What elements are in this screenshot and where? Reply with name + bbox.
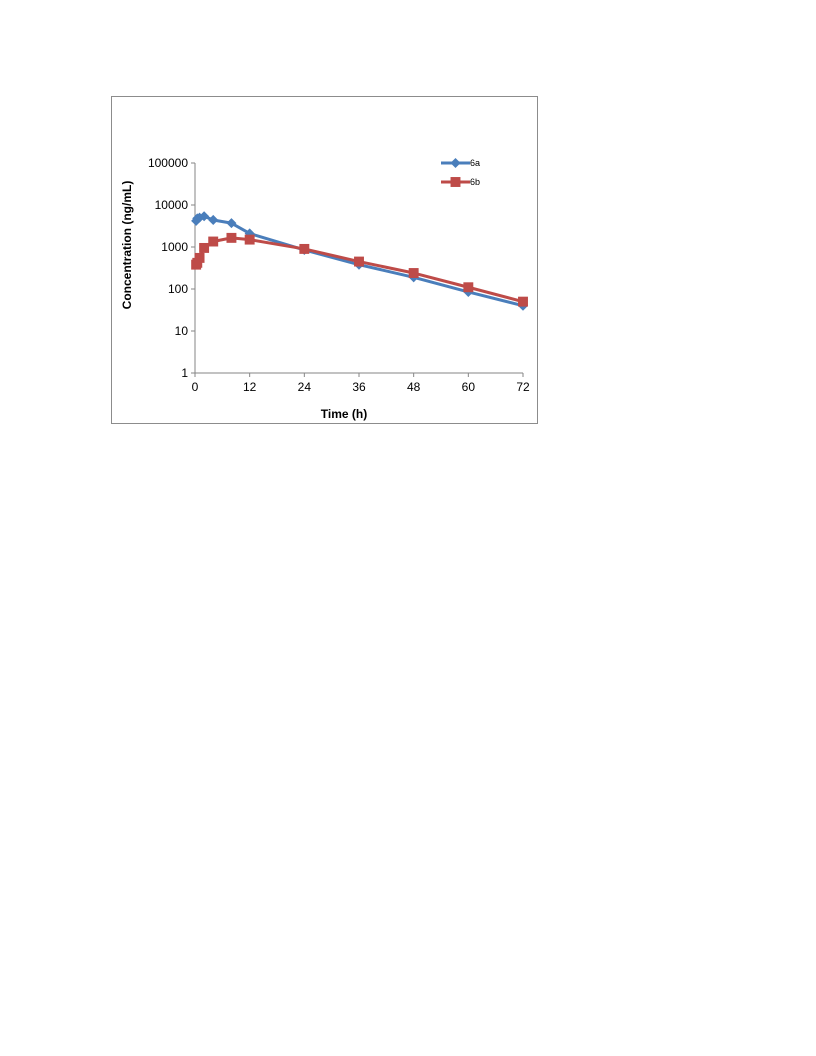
y-tick-label: 1 (181, 366, 188, 380)
legend-label: 6b (470, 177, 480, 187)
y-tick-label: 100000 (148, 156, 188, 170)
legend-entry-6a: 6a (441, 157, 480, 169)
y-tick-label: 10 (175, 324, 189, 338)
x-tick-label: 60 (462, 380, 476, 394)
y-tick-label: 10000 (155, 198, 189, 212)
y-tick-label: 100 (168, 282, 188, 296)
data-point-6a (208, 214, 219, 226)
x-tick-label: 0 (192, 380, 199, 394)
data-point-6b (408, 268, 419, 278)
chart-svg: 1 10 100 1000 10000 100000 0 12 24 36 48 60 72 6a 6b… (120, 156, 530, 421)
chart-frame: 1 10 100 1000 10000 100000 0 12 24 36 48 60 72 6a 6b… (111, 96, 538, 424)
legend-marker (450, 177, 461, 187)
data-point-6b (226, 232, 237, 243)
y-axis-title: Concentration (ng/mL) (120, 181, 134, 310)
x-axis-title: Time (h) (321, 407, 367, 421)
data-point-6a (199, 211, 210, 222)
legend-marker (450, 157, 461, 169)
x-tick-label: 72 (516, 380, 530, 394)
y-axis: 1 10 100 1000 10000 100000 (148, 156, 196, 380)
data-point-6b (518, 296, 528, 307)
data-point-6b (208, 236, 219, 247)
data-point-6b (354, 256, 364, 267)
x-tick-label: 24 (298, 380, 312, 394)
series-layer (191, 211, 529, 311)
series-6b (191, 232, 528, 307)
legend-label: 6a (470, 158, 480, 168)
legend-entry-6b: 6b (441, 177, 480, 187)
data-point-6b (199, 242, 210, 253)
data-point-6b (299, 243, 310, 254)
y-tick-label: 1000 (161, 240, 188, 254)
x-tick-label: 48 (407, 380, 421, 394)
legend: 6a 6b (441, 157, 480, 187)
data-point-6b (244, 234, 255, 245)
x-tick-label: 12 (243, 380, 257, 394)
x-tick-label: 36 (352, 380, 366, 394)
x-axis: 0 12 24 36 48 60 72 (192, 372, 530, 394)
data-point-6b (463, 282, 474, 293)
data-point-6b (194, 252, 205, 263)
